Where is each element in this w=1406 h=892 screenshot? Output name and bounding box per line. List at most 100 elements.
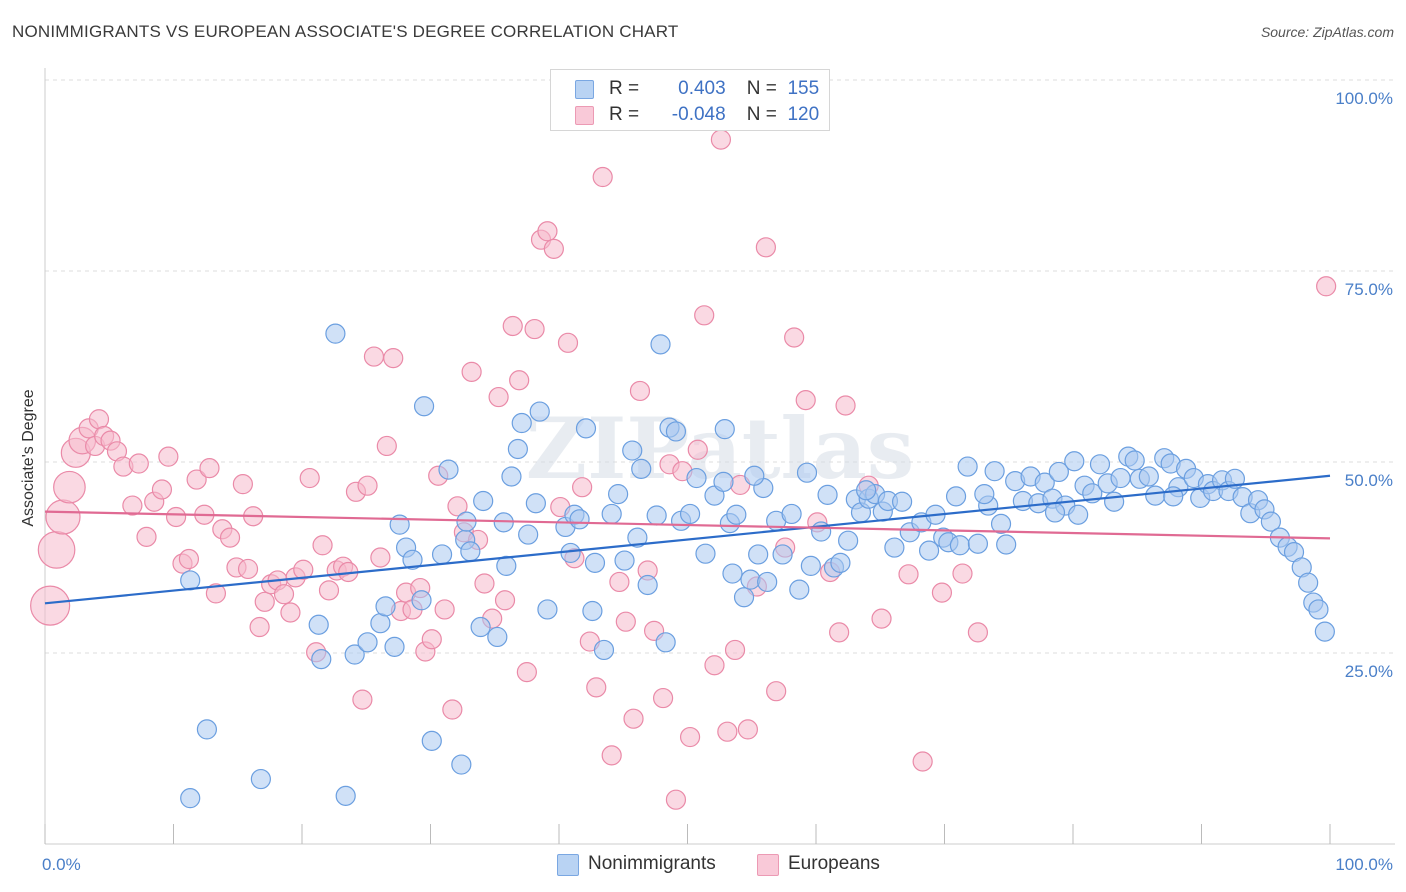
- data-point: [308, 614, 329, 635]
- data-point: [829, 622, 850, 643]
- data-point: [637, 574, 658, 596]
- data-point: [945, 486, 967, 507]
- legend-n-label: N =: [746, 78, 777, 99]
- data-point: [714, 419, 735, 440]
- data-point: [1224, 468, 1246, 489]
- data-point: [665, 789, 687, 810]
- data-point: [431, 544, 453, 565]
- data-point: [516, 661, 537, 683]
- data-point: [952, 563, 973, 584]
- data-point: [623, 708, 644, 729]
- data-point: [1089, 454, 1111, 475]
- x-tick-label: 100.0%: [1335, 855, 1393, 874]
- x-tick-label: 0.0%: [42, 855, 81, 874]
- data-point: [344, 644, 365, 665]
- data-point: [755, 237, 776, 258]
- legend-r-value: -0.048: [671, 104, 726, 125]
- data-point: [434, 599, 455, 620]
- data-point: [772, 544, 793, 565]
- bottom-legend-swatch-blue: [557, 854, 579, 876]
- data-point: [622, 440, 643, 461]
- data-point: [375, 596, 396, 617]
- data-point: [488, 386, 509, 408]
- data-point: [1064, 451, 1085, 472]
- data-point: [383, 347, 404, 369]
- data-point: [740, 569, 761, 590]
- data-point: [614, 550, 635, 571]
- data-point: [447, 496, 468, 517]
- data-point: [967, 622, 989, 643]
- data-point: [912, 751, 933, 772]
- x-tick-labels: 0.0% 100.0%: [42, 855, 1393, 874]
- data-point: [370, 613, 391, 634]
- data-point: [1104, 491, 1125, 512]
- data-point: [601, 745, 622, 766]
- y-axis-label: Associate's Degree: [20, 389, 37, 526]
- data-point: [713, 471, 734, 492]
- data-point: [384, 636, 405, 657]
- data-point: [158, 446, 179, 467]
- data-point: [128, 453, 149, 474]
- data-point: [232, 474, 253, 495]
- data-point: [451, 754, 472, 775]
- legend-r-label: R =: [609, 78, 640, 99]
- y-tick-label: 75.0%: [1345, 280, 1393, 299]
- data-point: [1110, 467, 1131, 489]
- y-tick-label: 50.0%: [1345, 471, 1393, 490]
- data-point: [311, 649, 332, 670]
- data-point: [1298, 572, 1319, 593]
- data-point: [352, 689, 373, 710]
- y-tick-label: 25.0%: [1345, 662, 1393, 681]
- data-point: [949, 535, 971, 556]
- data-point: [151, 479, 173, 500]
- data-point: [357, 632, 378, 653]
- data-point: [931, 582, 953, 603]
- legend-swatch-pink: [575, 106, 594, 125]
- data-point: [967, 533, 989, 554]
- data-point: [196, 719, 218, 740]
- data-point: [460, 541, 481, 562]
- legend-r-label: R =: [609, 104, 640, 125]
- data-point: [679, 726, 701, 748]
- legend-n-value: 155: [787, 78, 820, 99]
- trend-line: [44, 510, 1331, 540]
- data-point: [687, 439, 708, 460]
- data-point: [494, 590, 516, 611]
- legend-n-value: 120: [787, 104, 820, 125]
- data-point: [830, 552, 851, 573]
- data-point: [413, 396, 435, 417]
- data-point: [784, 327, 805, 348]
- data-point: [856, 480, 877, 501]
- data-point: [1044, 502, 1066, 523]
- data-point: [569, 509, 590, 530]
- y-tick-labels: 25.0% 50.0% 75.0% 100.0%: [1335, 89, 1393, 681]
- source-label: Source: ZipAtlas.com: [1260, 24, 1394, 40]
- data-point: [1314, 621, 1335, 642]
- bottom-legend-label: Nonimmigrants: [588, 853, 716, 874]
- data-point: [722, 563, 743, 584]
- data-point: [582, 600, 603, 622]
- trend-lines: [44, 474, 1331, 605]
- data-point: [586, 677, 607, 698]
- data-point: [1145, 485, 1166, 506]
- data-point: [1138, 466, 1159, 487]
- data-point: [293, 559, 314, 580]
- data-point: [507, 438, 528, 460]
- data-point: [376, 435, 397, 457]
- data-point: [461, 361, 482, 382]
- data-point: [737, 719, 758, 740]
- data-point: [299, 467, 320, 489]
- data-point: [695, 543, 716, 564]
- data-point: [646, 505, 667, 526]
- data-point: [122, 495, 143, 516]
- bottom-legend-label: Europeans: [788, 853, 880, 874]
- data-point: [529, 401, 550, 422]
- y-tick-label: 100.0%: [1335, 89, 1393, 108]
- data-point: [584, 552, 606, 573]
- data-point: [800, 555, 821, 577]
- data-point: [757, 571, 778, 593]
- data-point: [470, 616, 491, 638]
- data-point: [652, 687, 674, 709]
- data-point: [1260, 511, 1281, 532]
